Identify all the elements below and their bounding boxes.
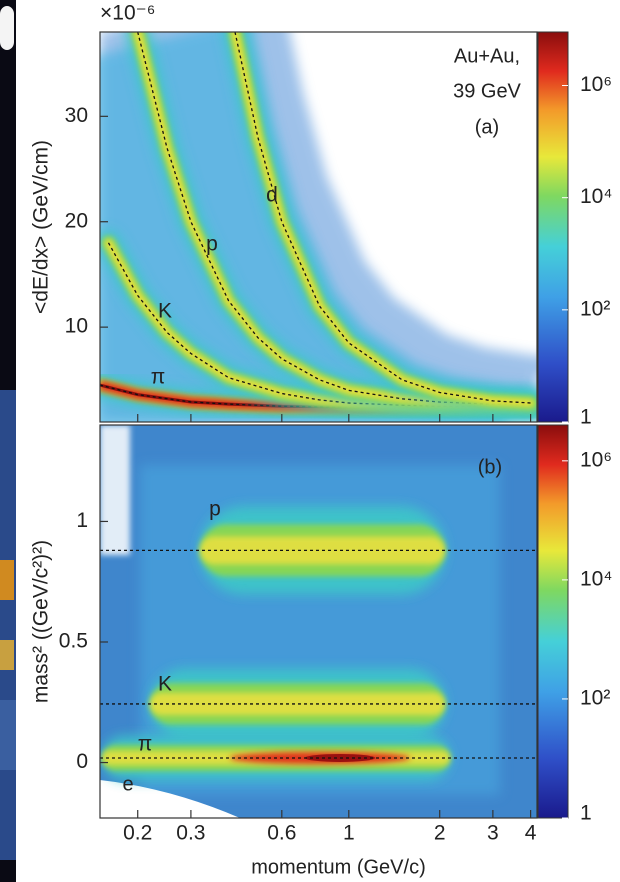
colorbar-tick-label: 1 [580,406,592,429]
colorbar-tick-label: 10⁶ [580,448,612,471]
colorbar [537,424,569,819]
colorbar [537,31,569,423]
x-tick-label: 4 [525,822,537,845]
annotation: (b) [478,456,502,478]
annotation: e [122,773,133,795]
y-axis-label: mass² ((GeV/c²)²) [30,540,53,703]
x-tick-label: 1 [343,822,355,845]
x-tick-label: 0.6 [267,822,296,845]
panel-frame [99,424,538,819]
series-label: d [266,184,278,207]
panel-content [100,32,537,422]
y-tick-label: 0 [76,750,88,773]
x-tick-label: 0.2 [123,822,152,845]
curve [107,242,531,407]
curve [137,32,531,406]
panel-content [100,425,537,818]
colorbar-tick-label: 1 [580,802,592,825]
density-cloud [100,32,537,422]
series-label: K [158,673,172,696]
x-axis-label: momentum (GeV/c) [251,856,425,878]
background-strip [0,0,16,882]
panel-frame [99,31,538,423]
series-label: p [209,498,221,521]
density-band [150,692,445,716]
y-tick-label: 1 [76,509,88,532]
y-tick-label: 0.5 [59,630,88,653]
annotation: Au+Au, [454,45,520,67]
annotation: 39 GeV [453,80,521,102]
annotation: (a) [475,116,499,138]
x-tick-label: 2 [434,822,446,845]
series-label: p [206,233,218,256]
colorbar-tick-label: 10⁴ [580,567,612,590]
curve [100,384,531,408]
colorbar-tick-label: 10⁶ [580,73,612,96]
colorbar-tick-label: 10² [580,686,610,709]
colorbar-tick-label: 10⁴ [580,185,612,208]
series-label: π [151,366,166,389]
empty-region [100,780,240,818]
x-tick-label: 0.3 [176,822,205,845]
curve [234,32,531,404]
y-tick-label: 10 [65,315,88,338]
sparse-region [100,425,130,555]
colorbar-tick-label: 10² [580,297,610,320]
y-tick-label: 30 [65,104,88,127]
x-tick-label: 3 [487,822,499,845]
y-multiplier: ×10⁻⁶ [100,2,155,25]
series-label: π [138,733,153,756]
y-tick-label: 20 [65,209,88,232]
y-axis-label: <dE/dx> (GeV/cm) [30,140,53,314]
series-label: K [158,300,172,323]
